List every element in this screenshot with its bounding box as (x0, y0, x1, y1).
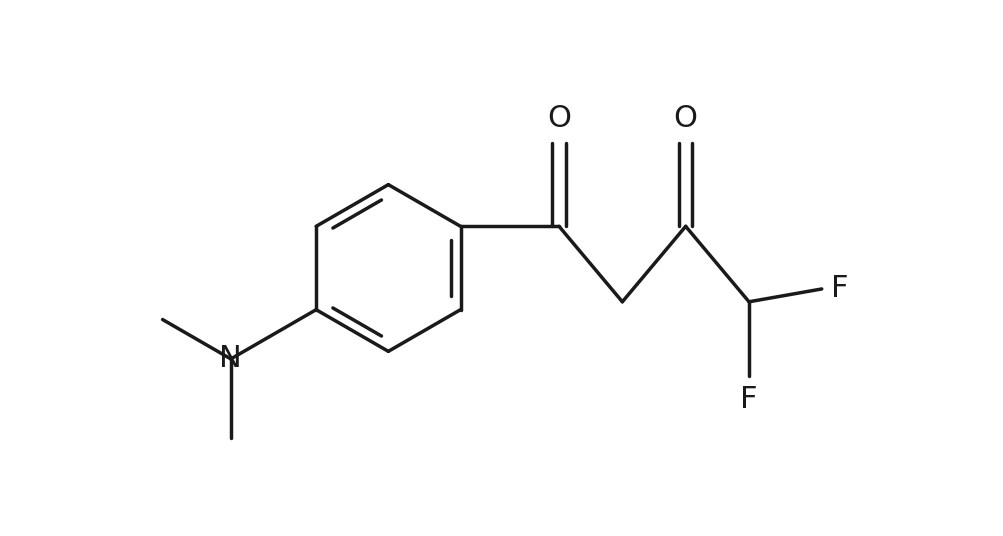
Text: F: F (830, 274, 848, 303)
Text: O: O (547, 105, 571, 133)
Text: N: N (220, 345, 242, 374)
Text: O: O (673, 105, 697, 133)
Text: F: F (739, 385, 757, 414)
